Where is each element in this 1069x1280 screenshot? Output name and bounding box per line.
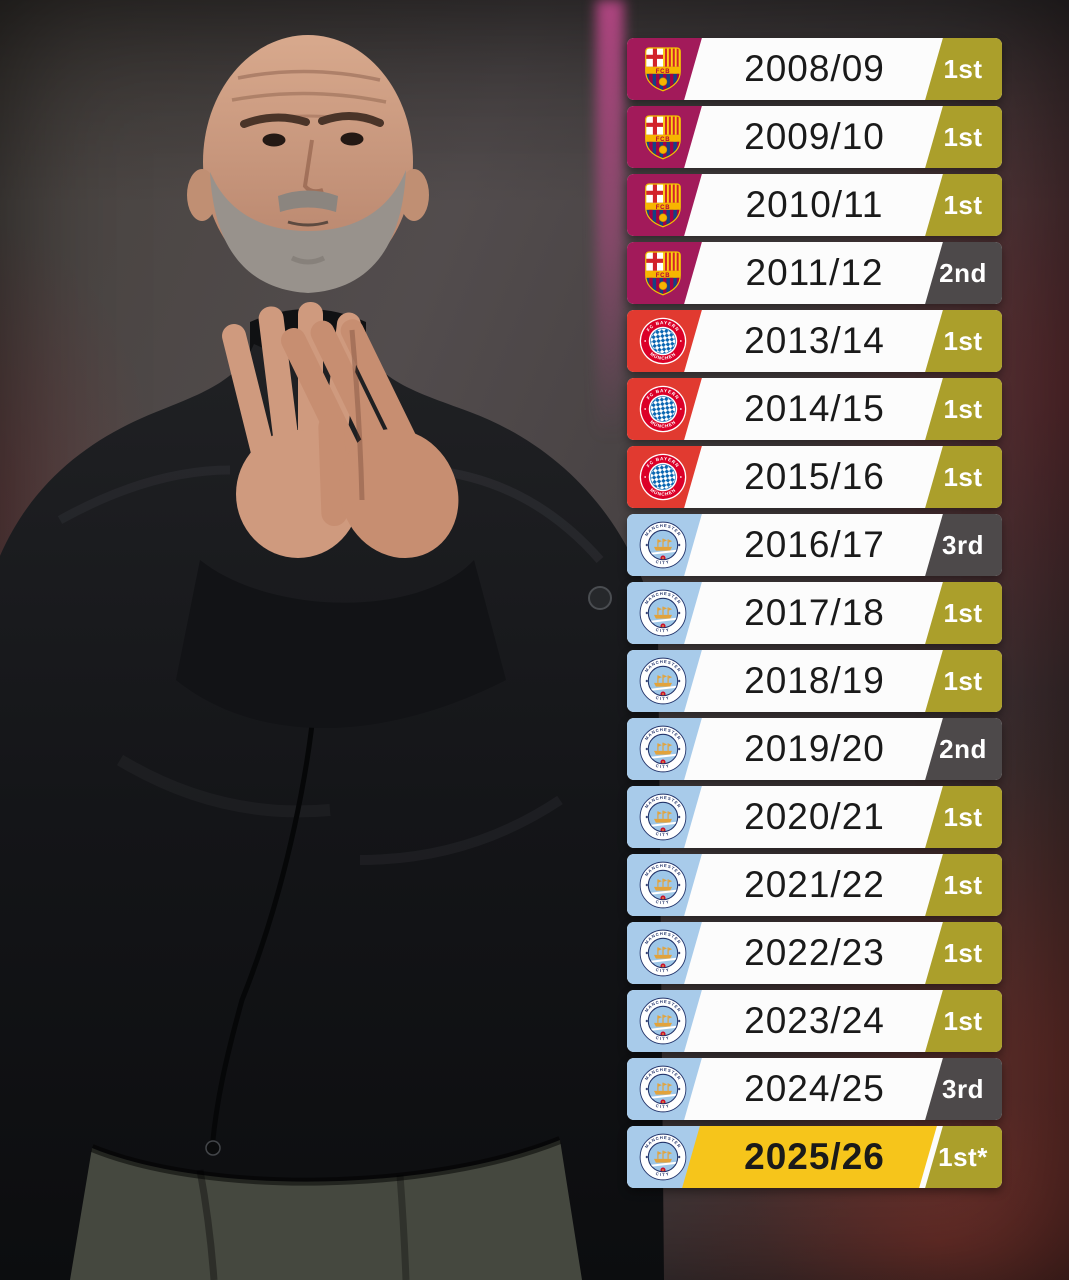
position-badge: 1st [943,869,983,900]
season-row: 2025/26 1st* [627,1126,1002,1188]
manchester-city-crest-icon [639,521,687,569]
stadium-pink-banner [596,0,624,440]
season-row: 2024/25 3rd [627,1058,1002,1120]
season-row: 2018/19 1st [627,650,1002,712]
season-label: 2008/09 [744,48,885,89]
bayern-munich-crest-icon [639,453,687,501]
season-row: 2017/18 1st [627,582,1002,644]
season-row: 2020/21 1st [627,786,1002,848]
manchester-city-crest-icon [639,657,687,705]
position-badge: 1st [943,937,983,968]
season-row: 2016/17 3rd [627,514,1002,576]
season-row: 2009/10 1st [627,106,1002,168]
barcelona-crest-icon [639,113,687,161]
season-row: 2015/16 1st [627,446,1002,508]
season-label: 2010/11 [745,184,884,225]
season-results-list: 2008/09 1st 2009/10 1st 2010/11 1st 2011… [627,38,1002,1188]
season-row: 2010/11 1st [627,174,1002,236]
person-trousers [70,1136,582,1280]
bayern-munich-crest-icon [639,385,687,433]
season-label: 2025/26 [744,1136,885,1177]
season-label: 2020/21 [744,796,885,837]
season-row: 2019/20 2nd [627,718,1002,780]
position-badge: 3rd [942,529,984,560]
position-badge: 1st [943,53,983,84]
position-badge: 1st [943,121,983,152]
season-label: 2021/22 [744,864,885,905]
manchester-city-crest-icon [639,929,687,977]
position-badge: 1st [943,393,983,424]
season-row: 2011/12 2nd [627,242,1002,304]
season-label: 2009/10 [744,116,885,157]
season-label: 2019/20 [744,728,885,769]
pep-guardiola-photo [0,35,664,1280]
position-badge: 1st [943,1005,983,1036]
manchester-city-crest-icon [639,589,687,637]
manchester-city-crest-icon [639,1065,687,1113]
manchester-city-crest-icon [639,861,687,909]
person-jacket [0,344,664,1280]
manchester-city-crest-icon [639,997,687,1045]
season-label: 2016/17 [744,524,885,565]
season-row: 2023/24 1st [627,990,1002,1052]
barcelona-crest-icon [639,181,687,229]
bayern-munich-crest-icon [639,317,687,365]
barcelona-crest-icon [639,249,687,297]
season-label: 2018/19 [744,660,885,701]
position-badge: 2nd [939,733,987,764]
position-badge: 1st [943,461,983,492]
season-row: 2021/22 1st [627,854,1002,916]
season-row: 2008/09 1st [627,38,1002,100]
position-badge: 1st [943,801,983,832]
season-row: 2013/14 1st [627,310,1002,372]
position-badge: 1st [943,597,983,628]
position-badge: 1st [943,325,983,356]
position-badge: 1st [943,665,983,696]
manchester-city-crest-icon [639,725,687,773]
season-row: 2014/15 1st [627,378,1002,440]
season-label: 2013/14 [744,320,885,361]
season-label: 2011/12 [745,252,884,293]
season-label: 2014/15 [744,388,885,429]
manchester-city-crest-icon [639,1133,687,1181]
position-badge: 1st* [938,1141,988,1172]
season-label: 2022/23 [744,932,885,973]
manchester-city-crest-icon [639,793,687,841]
position-badge: 1st [943,189,983,220]
season-row: 2022/23 1st [627,922,1002,984]
season-label: 2024/25 [744,1068,885,1109]
person-hands [176,302,506,728]
season-label: 2015/16 [744,456,885,497]
season-label: 2023/24 [744,1000,885,1041]
barcelona-crest-icon [639,45,687,93]
position-badge: 2nd [939,257,987,288]
season-label: 2017/18 [744,592,885,633]
position-badge: 3rd [942,1073,984,1104]
